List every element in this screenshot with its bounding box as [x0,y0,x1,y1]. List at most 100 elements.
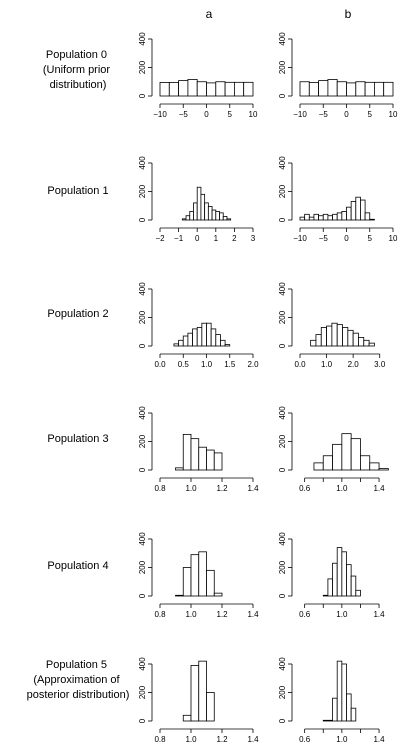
column-label-a: a [206,7,213,21]
y-tick-label: 200 [138,685,147,699]
histogram-bar [187,332,193,347]
x-tick-label: 1.0 [336,484,348,493]
histogram-bar [204,202,209,221]
x-tick-label: 2.0 [247,360,259,369]
histogram-bar [226,218,232,221]
histogram-bar [213,452,223,471]
histogram-bar [220,339,226,347]
histogram-bar [373,81,385,97]
x-tick-label: 1.0 [201,360,213,369]
x-tick-label: 0.8 [154,610,166,619]
histogram-bar [182,567,192,597]
histogram-bar [346,82,357,97]
y-tick-label: 0 [138,593,147,598]
histogram-bar [336,660,343,722]
x-tick-label: 0 [344,234,349,243]
histogram-bar [178,80,189,97]
histogram-bar [327,215,333,221]
histogram-bar [327,578,333,597]
x-tick-label: 0.0 [294,360,306,369]
histogram-panel-p0a: 0 200 400 −10 −5 0 5 10 [138,32,258,119]
x-tick-label: 3 [251,234,256,243]
histogram-bar [206,322,212,347]
histogram-bar [358,337,365,347]
histogram-panel-p3a: 0 200 400 0.8 1.0 1.2 1.4 [138,406,259,493]
x-tick-label: 0.6 [299,735,311,744]
histogram-bar [350,438,361,471]
histogram-panel-p1a: 0 200 400 −2 −1 0 1 2 3 [138,156,256,243]
histogram-bar [181,218,187,221]
histogram-bar [378,468,389,471]
histogram-bar [355,81,366,97]
histogram-bar [360,199,366,221]
histogram-bar [332,697,338,722]
histogram-bar [196,327,203,347]
x-tick-label: 2 [232,234,237,243]
histogram-panel-p1b: 0 200 400 −10 −5 0 5 10 [278,156,398,243]
histogram-bar [206,569,215,597]
histogram-bar [178,339,184,347]
histogram-bar [363,339,370,347]
histogram-bar [190,665,200,722]
histogram-bar [224,344,231,347]
x-tick-label: 1.2 [216,610,228,619]
y-tick-label: 400 [138,156,147,170]
x-tick-label: 10 [389,110,398,119]
y-tick-label: 400 [138,32,147,46]
y-tick-label: 200 [278,685,287,699]
histogram-bar [215,211,220,221]
x-tick-label: 10 [389,234,398,243]
histogram-bar [313,462,324,471]
x-tick-label: 5 [228,110,233,119]
x-tick-label: 1.2 [216,484,228,493]
histogram-panel-p4a: 0 200 400 0.8 1.0 1.2 1.4 [138,532,259,619]
histogram-bar [198,446,207,471]
histogram-bar [341,211,347,221]
y-tick-label: 0 [138,467,147,472]
x-tick-label: 5 [368,110,373,119]
y-tick-label: 400 [278,32,287,46]
histogram-bar [322,213,329,221]
x-tick-label: −5 [319,234,329,243]
x-tick-label: 10 [249,110,258,119]
histogram-bar [308,82,319,97]
x-tick-label: 1.0 [321,360,333,369]
histogram-bar [332,443,343,471]
histogram-bar [175,467,184,471]
histogram-bar [185,215,191,221]
histogram-bar [364,212,371,221]
histogram-bar [336,324,343,347]
histogram-bar [326,325,333,347]
histogram-bar [207,206,213,221]
y-tick-label: 400 [278,532,287,546]
x-tick-label: −10 [293,110,307,119]
histogram-bar [201,322,207,347]
row-label-population-1: Population 1 [47,185,108,197]
histogram-bar [327,79,338,97]
histogram-bar [182,714,192,722]
histogram-bar [304,213,310,221]
histogram-panel-p2a: 0 200 400 0.0 0.5 1.0 1.5 2.0 [138,282,259,369]
histogram-bar [182,433,192,471]
histogram-bar [331,322,338,347]
row-label-line: Population 5 [46,659,107,671]
x-tick-label: 1.0 [185,610,197,619]
x-tick-label: −5 [319,110,329,119]
histogram-bar [215,334,221,347]
histogram-bar [318,80,329,97]
x-tick-label: −1 [174,234,184,243]
histogram-bar [341,551,347,597]
row-label-population-4: Population 4 [47,560,108,572]
histogram-panel-p5b: 0 200 400 0.6 1.0 1.4 [278,657,385,744]
x-tick-label: 3.0 [374,360,386,369]
y-tick-label: 200 [278,310,287,324]
histogram-bar [213,592,223,597]
x-tick-label: 5 [368,234,373,243]
x-tick-label: 0.6 [299,484,311,493]
x-tick-label: −10 [153,110,167,119]
histogram-bar [206,692,215,722]
histogram-bar [352,332,359,347]
histogram-bar [192,328,198,347]
y-tick-label: 200 [278,560,287,574]
